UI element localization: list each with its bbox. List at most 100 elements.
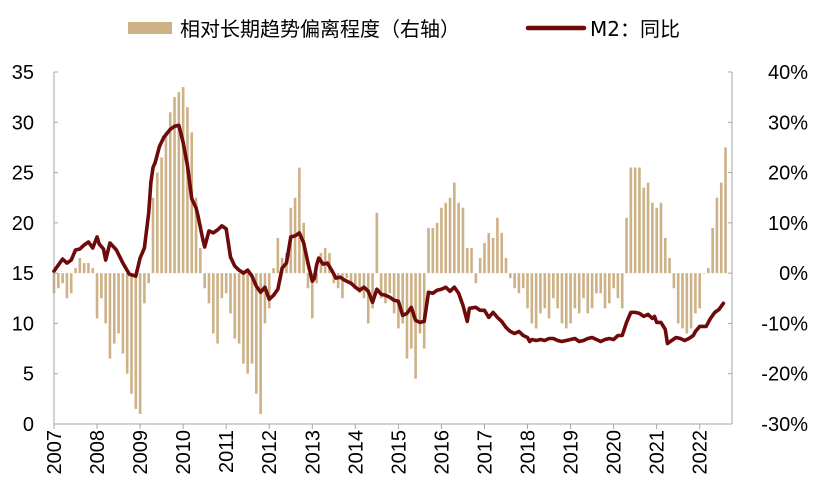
bar [229, 273, 232, 314]
bar [556, 273, 559, 309]
bar [526, 273, 529, 309]
bar [255, 273, 258, 394]
bar [341, 273, 344, 299]
bar [685, 273, 689, 334]
bar [461, 207, 465, 274]
bar [181, 87, 185, 274]
bar [100, 273, 103, 299]
bar [267, 273, 271, 309]
bar [147, 273, 150, 284]
bar [625, 217, 628, 274]
bar [620, 273, 624, 309]
x-tick-labels: 2007 2008 2009 2010 2011 2012 2013 2014 2015 2016… [44, 424, 712, 475]
bar [547, 273, 551, 319]
bar [69, 273, 73, 294]
bar [659, 202, 663, 274]
bar [676, 273, 680, 324]
left-tick-label: 0 [23, 414, 34, 436]
bar [177, 92, 181, 274]
bar [483, 242, 486, 274]
axes [53, 72, 733, 425]
left-tick-label: 10 [12, 313, 34, 335]
bar [310, 273, 314, 319]
bar [328, 253, 331, 274]
bar [586, 273, 590, 314]
right-tick-label: 0% [779, 263, 808, 285]
bar [564, 273, 568, 329]
bar [448, 197, 452, 274]
bar [306, 273, 310, 289]
bar [61, 273, 64, 284]
bar [440, 207, 443, 274]
bar [478, 258, 482, 274]
bar [401, 273, 404, 324]
bar [715, 197, 719, 274]
bar [298, 167, 301, 274]
x-tick-label: 2017 [474, 430, 496, 475]
bar [108, 273, 112, 359]
bar [65, 273, 69, 299]
bar [457, 202, 460, 274]
x-tick-label: 2010 [173, 430, 195, 475]
bar [500, 232, 503, 274]
bar [672, 273, 676, 289]
x-tick-label: 2013 [302, 430, 324, 475]
bar [194, 197, 198, 274]
bar [496, 217, 499, 274]
bar [681, 273, 684, 329]
bar [642, 187, 646, 274]
bar [569, 273, 572, 324]
bar [474, 273, 478, 284]
legend-bar-swatch [128, 22, 172, 34]
bar [379, 273, 383, 299]
bar [138, 273, 142, 414]
bar [694, 273, 697, 314]
x-tick-label: 2008 [87, 430, 109, 475]
right-tick-label: -10% [761, 313, 808, 335]
bar [199, 248, 202, 274]
left-tick-label: 35 [12, 62, 34, 84]
bar [719, 182, 723, 274]
bar [164, 132, 168, 274]
bar [612, 273, 615, 289]
bar [134, 273, 138, 409]
bar [539, 273, 542, 314]
bar [112, 273, 116, 344]
bar [509, 273, 512, 279]
bar [414, 273, 417, 379]
bar [573, 273, 577, 309]
bar [259, 273, 262, 414]
x-tick-label: 2016 [431, 430, 453, 475]
bar [724, 147, 727, 274]
bar [216, 273, 219, 344]
bar [117, 273, 120, 334]
left-tick-label: 5 [23, 364, 34, 386]
bar [82, 263, 86, 274]
bar [577, 273, 581, 314]
bar [151, 197, 155, 274]
bar [595, 273, 598, 294]
bar [418, 273, 422, 334]
bar [698, 273, 702, 309]
bar [371, 273, 374, 309]
bar [366, 273, 370, 324]
bar [543, 273, 547, 309]
bar-series [52, 87, 727, 414]
bar [668, 258, 671, 274]
bar [392, 273, 396, 314]
left-tick-label: 25 [12, 163, 34, 185]
bar [250, 273, 254, 364]
right-tick-label: 30% [768, 112, 808, 134]
bar [711, 227, 714, 274]
bar [57, 273, 60, 289]
bar [465, 248, 469, 274]
bar [237, 273, 241, 344]
bar [435, 222, 439, 274]
bar [453, 182, 456, 274]
bar [87, 263, 90, 274]
bar [203, 273, 206, 289]
bar [534, 273, 538, 329]
bar [349, 273, 353, 284]
bar [384, 273, 387, 304]
bar [608, 273, 611, 304]
